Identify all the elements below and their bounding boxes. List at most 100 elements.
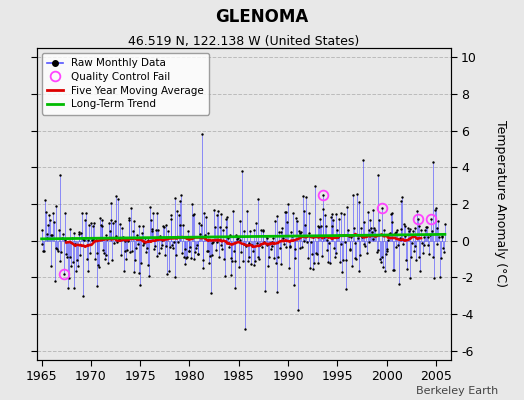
Point [108,257,116,263]
Point [390,267,398,274]
Point [89,223,97,230]
Point [432,205,440,212]
Point [322,223,330,230]
Point [414,254,423,260]
Point [422,224,430,230]
Point [242,243,250,249]
Point [121,237,129,244]
Point [399,241,407,247]
Point [241,326,249,332]
Point [432,225,441,232]
Point [73,256,81,263]
Point [434,218,442,225]
Point [341,239,349,246]
Point [40,248,48,254]
Point [73,263,82,270]
Point [298,244,306,250]
Point [336,241,345,248]
Point [128,228,137,234]
Point [125,217,134,223]
Point [364,239,373,245]
Point [233,236,241,243]
Point [377,204,386,211]
Point [430,275,439,281]
Point [96,222,105,228]
Point [252,220,260,226]
Point [47,231,56,238]
Point [249,262,258,268]
Point [310,260,319,266]
Point [96,215,104,222]
Point [202,214,210,220]
Point [392,244,401,250]
Point [245,254,254,260]
Point [136,282,145,288]
Point [86,250,94,256]
Point [113,239,122,246]
Point [174,239,182,245]
Point [97,223,106,229]
Point [366,217,374,223]
Point [325,240,333,246]
Point [313,251,321,258]
Point [319,206,328,212]
Point [403,225,412,231]
Point [363,250,371,256]
Point [46,216,54,223]
Point [216,211,225,217]
Point [180,254,188,260]
Point [214,208,222,214]
Point [361,243,369,250]
Point [358,234,366,240]
Point [225,243,233,250]
Point [168,242,177,248]
Point [110,239,118,246]
Point [238,168,246,174]
Point [439,245,447,252]
Point [181,246,190,252]
Point [436,274,444,280]
Point [74,231,83,238]
Point [308,250,316,257]
Point [288,232,296,239]
Point [221,273,229,280]
Point [285,264,293,271]
Point [296,245,304,251]
Point [383,246,391,252]
Point [415,222,423,229]
Point [384,236,392,243]
Point [39,248,48,254]
Point [438,234,446,240]
Point [176,198,184,204]
Point [84,236,93,243]
Point [400,233,409,240]
Point [222,224,230,230]
Point [286,243,294,250]
Point [381,268,389,274]
Point [311,183,319,190]
Point [318,252,326,259]
Point [166,216,174,222]
Point [313,223,322,230]
Point [364,209,372,215]
Point [123,246,131,253]
Point [333,227,342,233]
Point [418,239,426,246]
Point [153,210,161,216]
Point [367,225,375,232]
Point [196,231,204,238]
Point [239,228,248,234]
Point [400,220,408,227]
Point [170,239,178,245]
Point [155,250,163,256]
Point [427,216,435,222]
Point [301,222,310,228]
Point [394,242,402,248]
Point [157,242,166,248]
Point [190,256,199,262]
Point [143,245,151,252]
Point [208,252,216,258]
Point [202,248,211,254]
Point [41,197,49,204]
Point [293,218,301,224]
